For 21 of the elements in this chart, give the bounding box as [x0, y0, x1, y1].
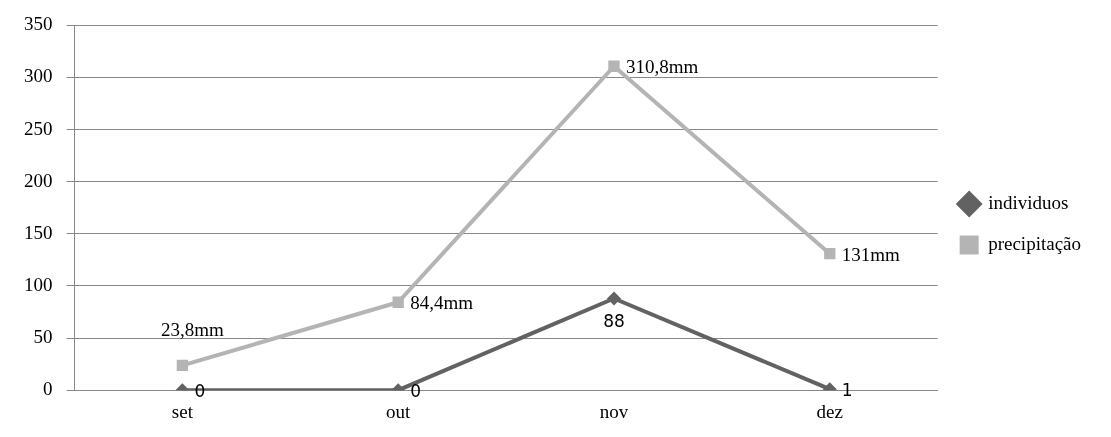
data-label: 1 — [841, 379, 853, 400]
y-tick-label: 250 — [24, 117, 53, 139]
data-label: 23,8mm — [160, 319, 225, 341]
data-label: 310,8mm — [625, 56, 699, 78]
x-tick-label: set — [171, 400, 194, 422]
data-label: 0 — [410, 380, 422, 401]
y-tick-label: 100 — [24, 273, 53, 295]
data-label: 131mm — [841, 243, 901, 265]
x-tick-label: nov — [599, 400, 629, 422]
data-label: 84,4mm — [410, 292, 474, 314]
y-tick-label: 150 — [24, 221, 53, 243]
y-tick-label: 350 — [24, 13, 53, 35]
x-tick-label: dez — [816, 400, 843, 422]
legend-label: individuos — [988, 191, 1069, 213]
legend-label: precipitação — [988, 232, 1082, 254]
y-tick-label: 0 — [43, 378, 53, 400]
y-tick-label: 200 — [24, 169, 53, 191]
x-tick-label: out — [386, 400, 412, 422]
y-tick-label: 300 — [24, 65, 53, 87]
data-label: 88 — [603, 310, 625, 331]
y-tick-label: 50 — [33, 326, 53, 348]
